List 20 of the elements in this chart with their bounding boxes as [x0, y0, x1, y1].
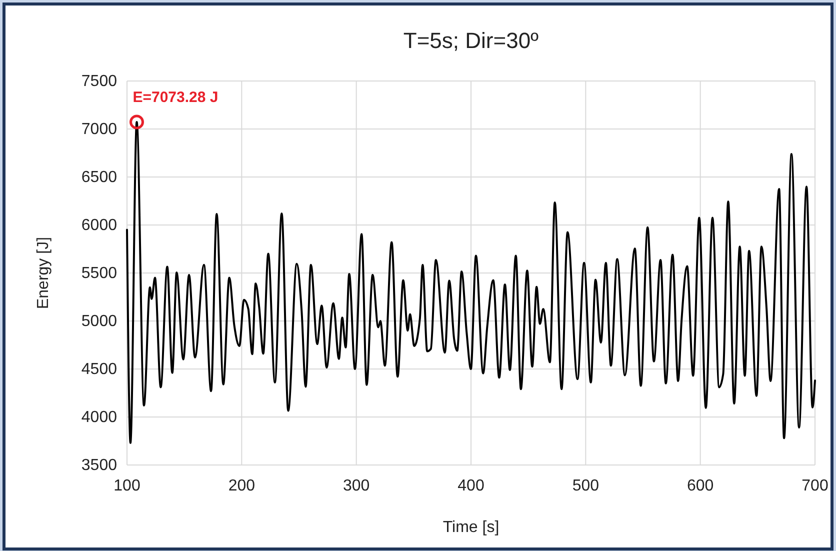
annotation: E=7073.28 J [132, 88, 218, 106]
x-tick-label: 700 [802, 477, 828, 494]
y-axis-title: Energy [J] [35, 236, 52, 310]
y-tick-label: 6000 [81, 217, 118, 234]
y-tick-label: 5500 [81, 265, 118, 282]
y-tick-label: 6500 [81, 169, 118, 186]
x-tick-label: 400 [458, 477, 484, 494]
y-tick-label: 3500 [81, 457, 118, 474]
y-tick-label: 4500 [81, 361, 118, 378]
y-tick-label: 4000 [81, 409, 118, 426]
x-axis-title: Time [s] [442, 519, 500, 536]
chart-title: T=5s; Dir=30º [403, 28, 539, 53]
y-tick-label: 7000 [81, 121, 118, 138]
x-tick-label: 300 [342, 477, 370, 494]
x-tick-label: 200 [228, 477, 256, 494]
x-tick-label: 500 [572, 477, 600, 494]
x-tick-label: 600 [686, 477, 714, 494]
y-tick-label: 5000 [81, 313, 118, 330]
y-tick-label: 7500 [81, 73, 118, 90]
x-tick-label: 100 [114, 477, 140, 494]
